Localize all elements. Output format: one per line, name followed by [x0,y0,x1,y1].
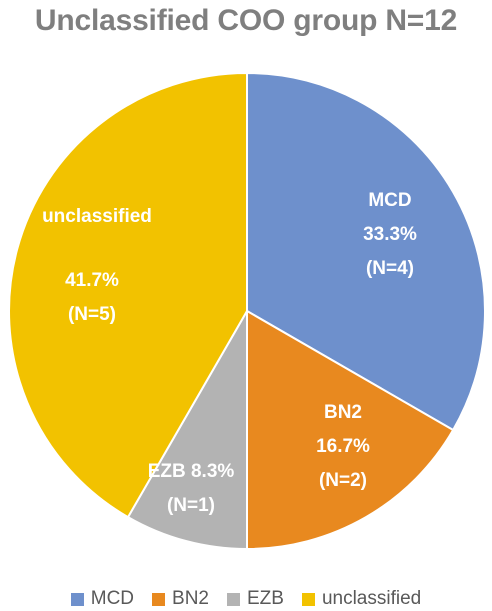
slice-label-bn2-name: BN2 [324,402,362,423]
pie-slice-unclassified [8,71,248,519]
slice-label-bn2-count: (N=2) [319,470,367,491]
legend-label-unclassified: unclassified [321,588,422,609]
slice-label-bn2-pct: 16.7% [316,436,370,457]
slice-label-mcd-pct: 33.3% [363,224,417,245]
slice-label-unclassified-name: unclassified [42,206,152,227]
slice-label-unclassified-count: (N=5) [68,304,116,325]
slice-label-mcd-count: (N=4) [366,258,414,279]
legend-item-bn2: BN2 [152,588,209,610]
slice-label-mcd-name: MCD [368,190,411,211]
legend-label-bn2: BN2 [172,588,209,609]
pie-slice-mcd [246,71,486,432]
pie-chart: MCD 33.3% (N=4) BN2 16.7% (N=2) EZB 8.3% (N=1) u… [8,71,486,551]
legend-item-mcd: MCD [70,588,135,610]
legend-swatch-unclassified [301,592,315,606]
chart-title: Unclassified COO group N=12 [34,4,458,37]
slice-label-ezb-count: (N=1) [167,495,215,516]
legend-swatch-mcd [70,592,84,606]
legend-swatch-ezb [227,592,240,606]
pie-slice-ezb [126,307,248,551]
legend-item-unclassified: unclassified [301,588,422,610]
legend-item-ezb: EZB [227,588,284,610]
legend-label-ezb: EZB [247,588,284,609]
legend-swatch-bn2 [152,592,166,606]
slice-label-ezb-namepct: EZB 8.3% [148,461,235,482]
slice-label-unclassified-pct: 41.7% [65,270,119,291]
legend: MCD BN2 EZB unclassified [0,588,492,610]
legend-label-mcd: MCD [90,588,135,609]
pie-slice-bn2 [246,309,455,551]
